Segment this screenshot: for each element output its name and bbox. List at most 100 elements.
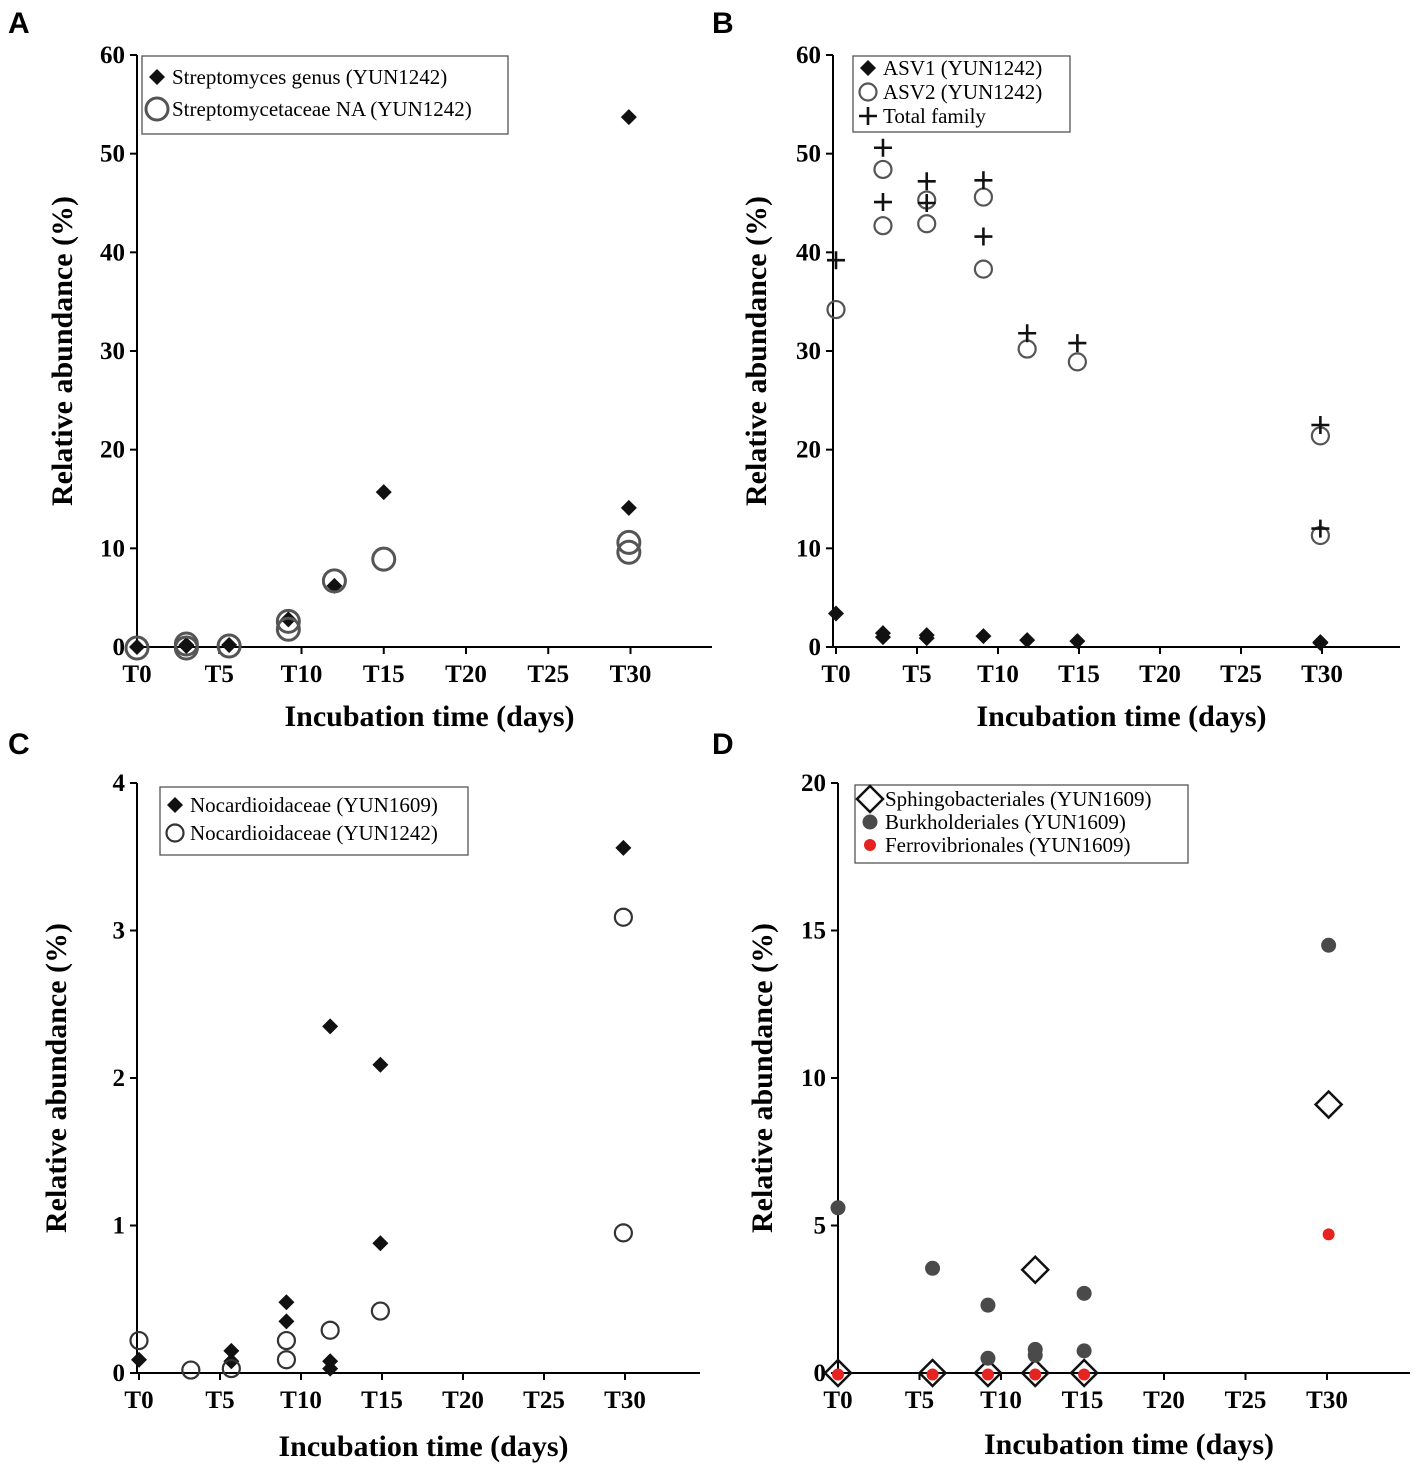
panel-b-ytick-label: 10 [796, 535, 821, 562]
panel-b-ytick-label: 0 [809, 634, 822, 661]
panel-a-legend-label: Streptomyces genus (YUN1242) [172, 65, 447, 89]
panel-c-ytick-label: 4 [113, 770, 126, 797]
panel-d-y-axis-title: Relative abundance (%) [746, 923, 779, 1233]
panel-c-data-point [223, 1353, 240, 1370]
panel-b-xtick-label: T20 [1139, 661, 1181, 688]
panel-a-xtick-label: T10 [281, 661, 323, 688]
panel-c-series-1 [131, 839, 632, 1377]
panel-c-data-point [278, 1313, 295, 1330]
panel-c-legend-marker [165, 823, 185, 843]
panel-c-legend-box [159, 786, 469, 856]
panel-b-data-point [828, 605, 844, 622]
panel-d-data-point [832, 1368, 844, 1381]
panel-c-legend-marker [167, 797, 183, 813]
panel-d-data-point [1321, 937, 1337, 953]
panel-b-legend-marker [858, 82, 878, 102]
panel-c-xtick-label: T20 [442, 1387, 484, 1414]
panel-b-legend-box [852, 55, 1071, 133]
panel-c-data-point [276, 1330, 297, 1351]
panel-c-data-point [223, 1342, 240, 1359]
panel-d-data-point [1076, 1343, 1092, 1359]
panel-a-series-1 [129, 109, 637, 655]
panel-a-xtick-label: T25 [527, 661, 569, 688]
panel-b-data-point [917, 194, 936, 212]
panel-d-ytick-label: 15 [801, 918, 826, 945]
panel-b-data-point [1311, 519, 1330, 538]
panel-a-data-point [173, 635, 199, 661]
panel-d-legend-label: Ferrovibrionales (YUN1609) [885, 833, 1131, 857]
panel-b-legend-label: ASV1 (YUN1242) [883, 56, 1042, 80]
panel-b-xtick-label: T25 [1220, 661, 1262, 688]
panel-c-data-point [370, 1301, 390, 1321]
panel-c-xtick-label: T15 [361, 1387, 403, 1414]
panel-a-data-point [275, 616, 301, 642]
panel-b-data-point [873, 216, 893, 236]
panel-b-ytick-label: 40 [796, 239, 821, 266]
panel-b-data-point [917, 172, 936, 191]
panel-a-data-point [375, 484, 392, 501]
panel-d-data-point [980, 1297, 996, 1313]
panel-c-data-point [131, 1351, 147, 1368]
panel-d-data-point [1322, 1228, 1335, 1241]
panel-c-legend-label: Nocardioidaceae (YUN1609) [190, 793, 438, 817]
panel-d-data-point [1076, 1285, 1092, 1301]
panel-b-data-point [974, 171, 993, 190]
panel-a-ytick-label: 40 [100, 239, 125, 266]
panel-c-x-axis-title: Incubation time (days) [278, 1430, 568, 1463]
panel-a-legend-label: Streptomycetaceae NA (YUN1242) [172, 97, 472, 121]
panel-a-legend-marker [149, 69, 165, 85]
panel-b-data-point [826, 299, 846, 320]
panel-d-legend-marker [855, 784, 885, 814]
panel-c-data-point [613, 1223, 633, 1243]
panel-b: B 0 10 20 30 40 50 60 T0 T5 T10 T15 T20 T25 T30 Incubat… [712, 7, 1400, 733]
panel-b-data-point [918, 630, 935, 647]
panel-d-data-point [926, 1368, 939, 1381]
panel-c-letter: C [8, 728, 30, 761]
panel-a-ytick-label: 10 [100, 535, 125, 562]
panel-b-letter: B [712, 7, 734, 40]
panel-a-data-point [321, 568, 347, 594]
panel-a-ytick-label: 20 [100, 437, 125, 464]
panel-d-series-1 [823, 1089, 1344, 1388]
panel-a-ytick-label: 30 [100, 338, 125, 365]
panel-b-data-point [873, 138, 892, 157]
panel-c-xtick-label: T25 [523, 1387, 565, 1414]
panel-b-data-point [973, 187, 994, 207]
panel-b-ytick-label: 60 [796, 42, 821, 69]
panel-b-legend-marker [859, 107, 877, 125]
panel-a-data-point [124, 635, 150, 661]
panel-c-data-point [181, 1360, 201, 1380]
panel-b-data-point [974, 227, 993, 246]
panel-c-data-point [613, 907, 633, 927]
panel-b-xtick-label: T30 [1301, 661, 1343, 688]
panel-d-legend-marker [864, 839, 876, 851]
panel-d-data-point [1020, 1254, 1050, 1285]
panel-d-legend-box [854, 784, 1189, 864]
panel-a-data-point [620, 499, 637, 516]
panel-d-data-point [1069, 1358, 1099, 1388]
panel-a-data-point [129, 639, 145, 655]
panel-d-letter: D [712, 728, 734, 761]
panel-d-data-point [925, 1260, 941, 1276]
panel-c-series-2 [129, 907, 633, 1380]
panel-b-legend: ASV1 (YUN1242)ASV2 (YUN1242)Total family [852, 55, 1071, 133]
panel-a-x-axis-title: Incubation time (days) [284, 700, 574, 733]
panel-a-xtick-label: T5 [205, 661, 234, 688]
panel-b-data-point [827, 251, 845, 270]
panel-c-data-point [276, 1350, 297, 1370]
panel-c-data-point [320, 1320, 340, 1340]
panel-d-data-point [1313, 1089, 1344, 1120]
panel-d-xtick-label: T25 [1225, 1387, 1267, 1414]
panel-c-data-point [372, 1056, 389, 1073]
panel-b-series-2 [826, 159, 1330, 546]
panel-d-ytick-label: 20 [801, 770, 826, 797]
panel-c-ytick-label: 1 [113, 1213, 126, 1240]
panel-a-data-point [616, 529, 642, 555]
panel-d-legend-label: Burkholderiales (YUN1609) [885, 810, 1126, 834]
panel-b-xtick-label: T15 [1058, 661, 1100, 688]
panel-b-series-1 [828, 605, 1329, 652]
panel-a-legend-box [141, 55, 509, 135]
panel-b-data-point [1019, 632, 1036, 649]
panel-c-data-point [372, 1235, 389, 1252]
